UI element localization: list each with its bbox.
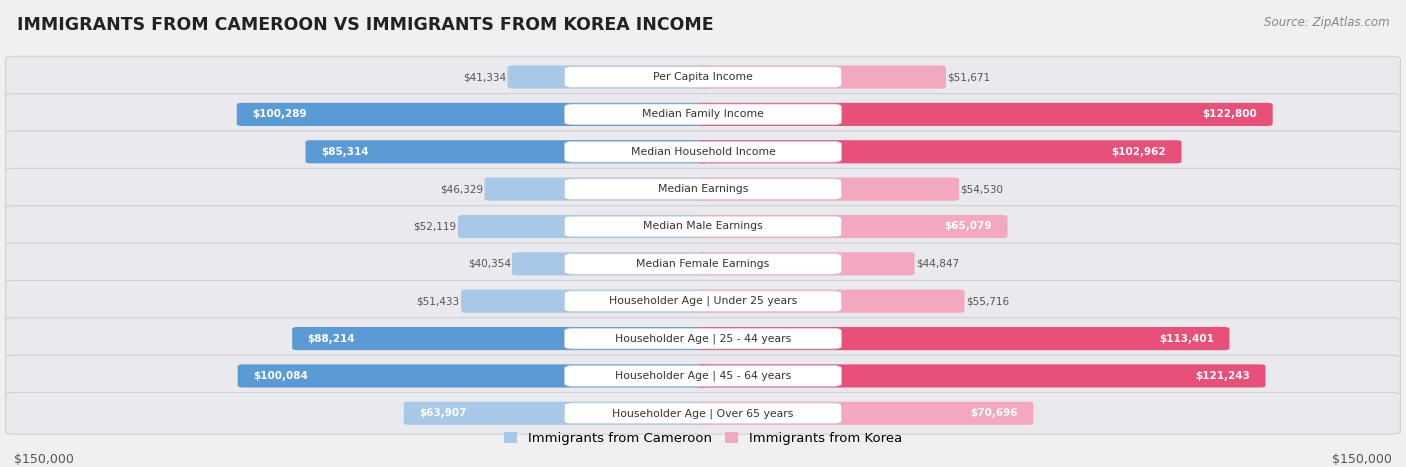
Text: Householder Age | 25 - 44 years: Householder Age | 25 - 44 years xyxy=(614,333,792,344)
Text: $51,433: $51,433 xyxy=(416,296,460,306)
Text: $51,671: $51,671 xyxy=(948,72,990,82)
Text: $46,329: $46,329 xyxy=(440,184,484,194)
Text: $88,214: $88,214 xyxy=(308,333,356,344)
Text: $55,716: $55,716 xyxy=(966,296,1010,306)
Text: Median Earnings: Median Earnings xyxy=(658,184,748,194)
Text: $150,000: $150,000 xyxy=(1331,453,1392,466)
Text: $113,401: $113,401 xyxy=(1159,333,1213,344)
Text: $100,084: $100,084 xyxy=(253,371,308,381)
Text: $122,800: $122,800 xyxy=(1202,109,1257,120)
Text: $44,847: $44,847 xyxy=(917,259,959,269)
Text: $85,314: $85,314 xyxy=(321,147,368,157)
Text: Householder Age | Under 25 years: Householder Age | Under 25 years xyxy=(609,296,797,306)
Text: $54,530: $54,530 xyxy=(960,184,1004,194)
Text: $63,907: $63,907 xyxy=(419,408,467,418)
Text: $150,000: $150,000 xyxy=(14,453,75,466)
Text: $70,696: $70,696 xyxy=(970,408,1018,418)
Text: Householder Age | 45 - 64 years: Householder Age | 45 - 64 years xyxy=(614,371,792,381)
Text: $100,289: $100,289 xyxy=(252,109,307,120)
Text: Median Family Income: Median Family Income xyxy=(643,109,763,120)
Text: $40,354: $40,354 xyxy=(468,259,510,269)
Text: Median Female Earnings: Median Female Earnings xyxy=(637,259,769,269)
Text: $65,079: $65,079 xyxy=(945,221,993,232)
Text: $52,119: $52,119 xyxy=(413,221,457,232)
Text: Source: ZipAtlas.com: Source: ZipAtlas.com xyxy=(1264,16,1389,29)
Text: Median Household Income: Median Household Income xyxy=(630,147,776,157)
Text: IMMIGRANTS FROM CAMEROON VS IMMIGRANTS FROM KOREA INCOME: IMMIGRANTS FROM CAMEROON VS IMMIGRANTS F… xyxy=(17,16,713,35)
Text: $102,962: $102,962 xyxy=(1111,147,1166,157)
Text: Median Male Earnings: Median Male Earnings xyxy=(643,221,763,232)
Text: $41,334: $41,334 xyxy=(463,72,506,82)
Text: $121,243: $121,243 xyxy=(1195,371,1250,381)
Legend: Immigrants from Cameroon, Immigrants from Korea: Immigrants from Cameroon, Immigrants fro… xyxy=(499,427,907,451)
Text: Householder Age | Over 65 years: Householder Age | Over 65 years xyxy=(612,408,794,418)
Text: Per Capita Income: Per Capita Income xyxy=(652,72,754,82)
